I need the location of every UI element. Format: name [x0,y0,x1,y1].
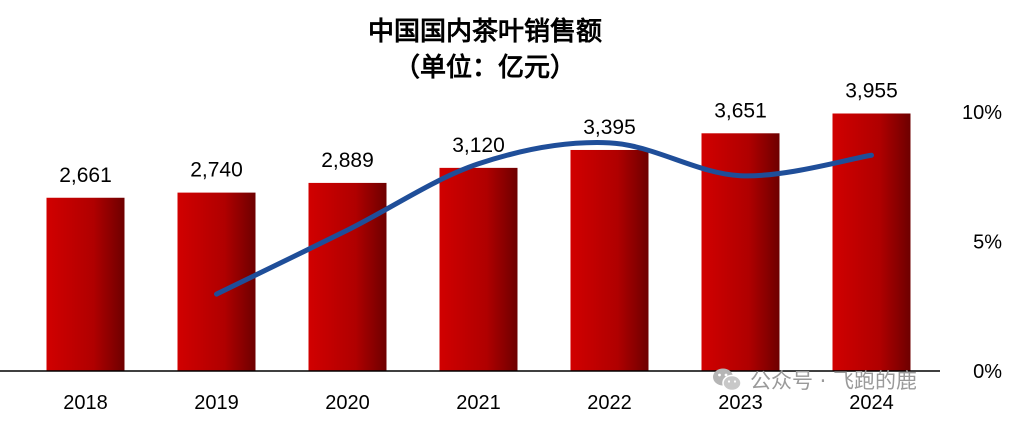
y2-tick-0: 0% [973,361,1002,383]
data-label-2022: 3,395 [583,116,636,139]
bars-group [46,113,911,371]
y2-tick-labels: 0% 5% 10% [962,102,1002,383]
data-label-2023: 3,651 [714,99,767,122]
subtitle-line: （单位：亿元） [393,53,576,83]
x-tick-2024: 2024 [849,392,894,414]
wechat-icon [713,368,742,392]
x-tick-2020: 2020 [325,392,370,414]
x-tick-labels: 2018 2019 2020 2021 2022 2023 2024 [63,392,894,414]
watermark: 公众号 · 飞跑的鹿 [712,362,917,398]
data-label-2020: 2,889 [321,149,374,172]
data-label-2018: 2,661 [59,164,112,187]
chart-title: 中国国内茶叶销售额 （单位：亿元） [0,14,970,86]
data-label-2021: 3,120 [452,134,505,157]
data-label-2024: 3,955 [845,80,898,103]
y2-tick-10: 10% [962,102,1002,124]
x-tick-2019: 2019 [194,392,239,414]
watermark-text: 公众号 · 飞跑的鹿 [750,369,918,393]
x-tick-2021: 2021 [456,392,501,414]
growth-rate-line [214,140,874,297]
title-line: 中国国内茶叶销售额 [367,17,602,47]
data-label-2019: 2,740 [190,159,243,182]
data-labels: 2,661 2,740 2,889 3,120 3,395 3,651 3,955 [59,80,898,187]
x-tick-2023: 2023 [718,392,763,414]
bar-2024 [832,113,911,371]
x-tick-2022: 2022 [587,392,632,414]
bar-2021 [439,167,518,371]
bar-2022 [570,149,649,371]
bar-2018 [46,197,125,371]
y2-tick-5: 5% [973,232,1002,254]
bar-2020 [308,182,387,371]
x-tick-2018: 2018 [63,392,108,414]
